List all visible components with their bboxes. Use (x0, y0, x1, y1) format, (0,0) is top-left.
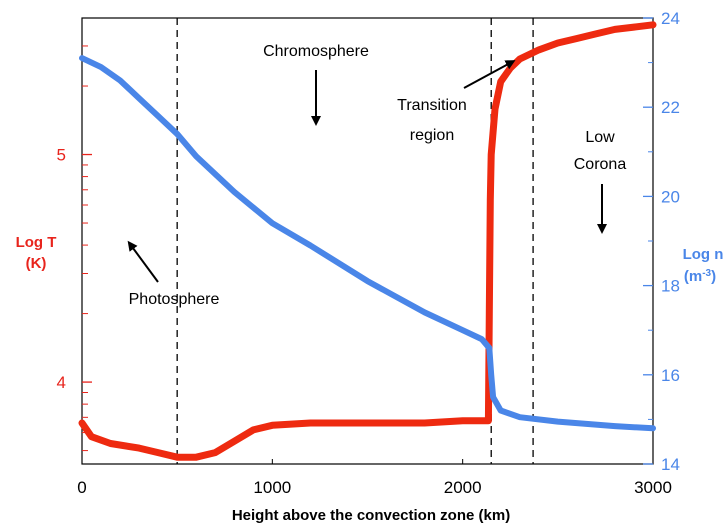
vlines-group (176, 18, 534, 464)
right-tick-label-2: 18 (661, 277, 680, 296)
right-tick-label-1: 16 (661, 366, 680, 385)
annotation-region: region (410, 127, 454, 144)
annotation-low: Low (585, 129, 615, 146)
left-axis-label-line1: Log T (16, 234, 57, 251)
x-tick-label-1: 1000 (253, 478, 291, 497)
annotation-photosphere: Photosphere (129, 291, 220, 308)
left-tick-label-1: 5 (57, 146, 66, 165)
right-tick-label-4: 22 (661, 98, 680, 117)
annotation-corona: Corona (574, 156, 627, 173)
left-tick-label-0: 4 (57, 373, 66, 392)
left-axis-label-line2: (K) (26, 255, 47, 272)
right-ticks-group: 14 16 18 20 22 24 (643, 9, 680, 474)
right-tick-label-0: 14 (661, 455, 680, 474)
x-axis-label: Height above the convection zone (km) (232, 507, 510, 524)
right-axis-label-line1: Log n (683, 246, 724, 263)
plot-frame (81, 17, 654, 465)
x-ticks-group: 0 1000 2000 3000 (77, 459, 672, 497)
right-tick-label-3: 20 (661, 187, 680, 206)
right-axis-label-sup: -3 (702, 268, 711, 279)
density-series-line (79, 55, 656, 432)
x-tick-label-3: 3000 (634, 478, 672, 497)
temperature-series-line (78, 21, 657, 461)
x-tick-label-2: 2000 (444, 478, 482, 497)
x-tick-label-0: 0 (77, 478, 86, 497)
right-axis-label-base: (m (684, 268, 702, 285)
series-group (78, 21, 657, 461)
right-axis-label-end: ) (711, 268, 716, 285)
right-tick-label-5: 24 (661, 9, 680, 28)
arrow-transition (463, 60, 516, 89)
right-axis-label-line2: (m-3) (684, 268, 716, 286)
annotation-chromosphere: Chromosphere (263, 43, 369, 60)
left-ticks-group: 45 (57, 45, 92, 452)
arrow-photosphere (127, 240, 159, 283)
annotation-transition: Transition (397, 97, 467, 114)
